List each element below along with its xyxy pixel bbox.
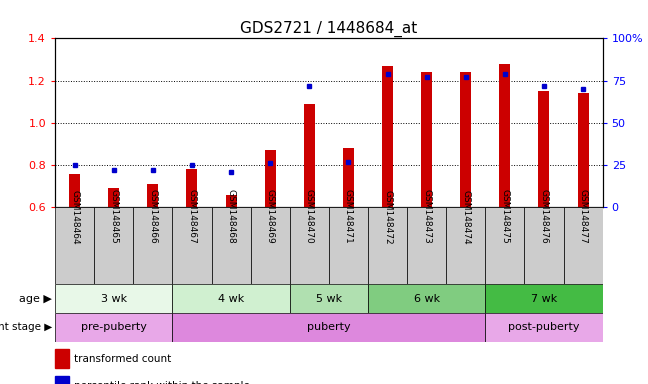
Text: GSM148476: GSM148476 xyxy=(540,189,548,244)
Text: GSM148475: GSM148475 xyxy=(500,189,509,244)
Bar xyxy=(172,207,211,284)
Text: GSM148472: GSM148472 xyxy=(383,190,392,244)
Bar xyxy=(446,207,485,284)
Bar xyxy=(55,313,172,342)
Bar xyxy=(147,184,158,207)
Bar xyxy=(485,207,524,284)
Bar xyxy=(69,174,80,207)
Bar xyxy=(94,207,133,284)
Text: GSM148477: GSM148477 xyxy=(579,189,588,244)
Text: age ▶: age ▶ xyxy=(19,293,52,304)
Text: percentile rank within the sample: percentile rank within the sample xyxy=(75,381,250,384)
Text: puberty: puberty xyxy=(307,322,351,333)
Bar xyxy=(460,72,471,207)
Bar xyxy=(485,313,603,342)
Bar xyxy=(407,207,446,284)
Text: GSM148471: GSM148471 xyxy=(344,189,353,244)
Text: GSM148474: GSM148474 xyxy=(461,190,470,244)
Bar xyxy=(55,284,172,313)
Bar xyxy=(538,91,550,207)
Title: GDS2721 / 1448684_at: GDS2721 / 1448684_at xyxy=(240,21,417,37)
Text: GSM148466: GSM148466 xyxy=(148,189,157,244)
Bar xyxy=(251,207,290,284)
Bar xyxy=(343,148,354,207)
Bar xyxy=(172,284,290,313)
Text: post-puberty: post-puberty xyxy=(508,322,580,333)
Text: GSM148469: GSM148469 xyxy=(266,189,275,244)
Text: development stage ▶: development stage ▶ xyxy=(0,322,52,333)
Text: transformed count: transformed count xyxy=(75,354,172,364)
Text: GSM148467: GSM148467 xyxy=(187,189,196,244)
Bar xyxy=(55,349,69,368)
Bar xyxy=(172,313,485,342)
Text: pre-puberty: pre-puberty xyxy=(81,322,146,333)
Bar xyxy=(211,207,251,284)
Bar xyxy=(577,93,588,207)
Text: GSM148473: GSM148473 xyxy=(422,189,431,244)
Text: GSM148470: GSM148470 xyxy=(305,189,314,244)
Bar xyxy=(564,207,603,284)
Bar xyxy=(290,207,329,284)
Bar xyxy=(329,207,368,284)
Text: 3 wk: 3 wk xyxy=(100,293,127,304)
Bar xyxy=(524,207,564,284)
Bar xyxy=(368,284,485,313)
Text: 7 wk: 7 wk xyxy=(531,293,557,304)
Bar xyxy=(55,207,94,284)
Bar xyxy=(368,207,407,284)
Text: 4 wk: 4 wk xyxy=(218,293,244,304)
Bar xyxy=(265,150,275,207)
Bar xyxy=(226,195,237,207)
Bar xyxy=(133,207,172,284)
Bar xyxy=(500,64,511,207)
Bar xyxy=(485,284,603,313)
Text: 5 wk: 5 wk xyxy=(316,293,342,304)
Bar xyxy=(304,104,315,207)
Bar xyxy=(290,284,368,313)
Text: 6 wk: 6 wk xyxy=(413,293,440,304)
Text: GSM148468: GSM148468 xyxy=(227,189,236,244)
Bar xyxy=(187,169,198,207)
Bar xyxy=(382,66,393,207)
Text: GSM148464: GSM148464 xyxy=(70,190,79,244)
Bar xyxy=(421,72,432,207)
Text: GSM148465: GSM148465 xyxy=(110,189,118,244)
Bar xyxy=(55,376,69,384)
Bar xyxy=(108,188,119,207)
